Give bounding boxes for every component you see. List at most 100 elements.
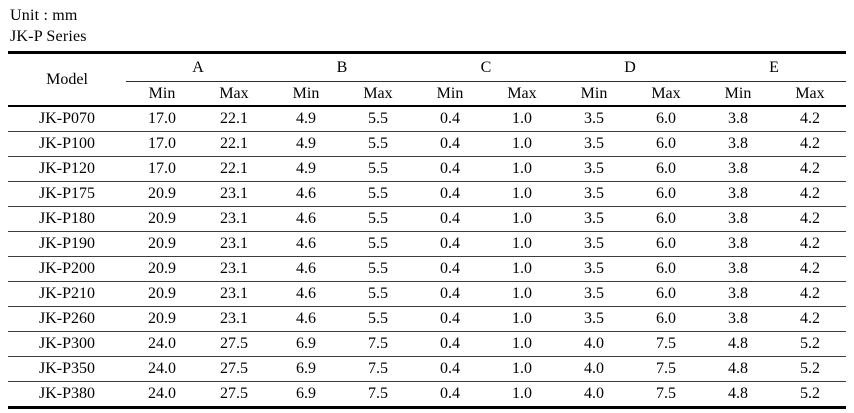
min-header: Min <box>702 81 774 107</box>
value-cell: 7.5 <box>630 356 702 382</box>
table-row: JK-P190 20.9 23.1 4.6 5.5 0.4 1.0 3.5 6.0 3.8 4.2 <box>8 231 846 257</box>
value-cell: 6.0 <box>630 256 702 282</box>
value-cell: 5.5 <box>342 231 414 257</box>
model-cell: JK-P300 <box>8 331 126 357</box>
value-cell: 4.6 <box>270 306 342 332</box>
value-cell: 5.5 <box>342 281 414 307</box>
value-cell: 3.5 <box>558 131 630 157</box>
value-cell: 0.4 <box>414 131 486 157</box>
value-cell: 4.6 <box>270 256 342 282</box>
value-cell: 6.0 <box>630 231 702 257</box>
value-cell: 1.0 <box>486 306 558 332</box>
value-cell: 4.2 <box>774 156 846 182</box>
value-cell: 0.4 <box>414 356 486 382</box>
min-header: Min <box>414 81 486 107</box>
value-cell: 3.5 <box>558 231 630 257</box>
value-cell: 20.9 <box>126 306 198 332</box>
value-cell: 5.5 <box>342 306 414 332</box>
value-cell: 4.2 <box>774 256 846 282</box>
value-cell: 24.0 <box>126 331 198 357</box>
value-cell: 7.5 <box>342 356 414 382</box>
value-cell: 23.1 <box>198 206 270 232</box>
value-cell: 1.0 <box>486 181 558 207</box>
group-header-b: B <box>270 52 414 82</box>
max-header: Max <box>342 81 414 107</box>
value-cell: 6.9 <box>270 356 342 382</box>
model-cell: JK-P180 <box>8 206 126 232</box>
value-cell: 4.2 <box>774 306 846 332</box>
value-cell: 23.1 <box>198 231 270 257</box>
table-header: Model A B C D E Min Max Min Max Min Max … <box>8 52 846 107</box>
model-cell: JK-P380 <box>38 385 95 402</box>
model-cell: JK-P350 <box>8 356 126 382</box>
max-header: Max <box>486 81 558 107</box>
value-cell: 5.5 <box>342 131 414 157</box>
value-cell: 3.8 <box>702 231 774 257</box>
value-cell: 5.2 <box>774 331 846 357</box>
value-cell: 23.1 <box>198 306 270 332</box>
value-cell: 5.2 <box>800 385 820 402</box>
value-cell: 17.0 <box>126 106 198 132</box>
value-cell: 0.4 <box>414 231 486 257</box>
value-cell: 22.1 <box>198 131 270 157</box>
value-cell: 4.8 <box>702 331 774 357</box>
value-cell: 4.6 <box>270 181 342 207</box>
value-cell: 6.0 <box>630 281 702 307</box>
value-cell: 4.9 <box>270 131 342 157</box>
value-cell: 0.4 <box>414 306 486 332</box>
value-cell: 3.5 <box>558 306 630 332</box>
value-cell: 4.2 <box>774 231 846 257</box>
value-cell: 20.9 <box>126 231 198 257</box>
table-row: JK-P200 20.9 23.1 4.6 5.5 0.4 1.0 3.5 6.0 3.8 4.2 <box>8 256 846 282</box>
value-cell: 3.5 <box>558 156 630 182</box>
value-cell: 7.5 <box>656 385 676 402</box>
value-cell: 20.9 <box>126 281 198 307</box>
model-column-header: Model <box>8 52 126 107</box>
value-cell: 20.9 <box>126 181 198 207</box>
value-cell: 6.0 <box>630 131 702 157</box>
unit-label: Unit : mm <box>10 7 78 24</box>
value-cell: 22.1 <box>198 156 270 182</box>
value-cell: 27.5 <box>198 331 270 357</box>
value-cell: 1.0 <box>486 256 558 282</box>
model-cell: JK-P190 <box>8 231 126 257</box>
max-header: Max <box>774 81 846 107</box>
value-cell: 3.8 <box>702 281 774 307</box>
table-row: JK-P120 17.0 22.1 4.9 5.5 0.4 1.0 3.5 6.0 3.8 4.2 <box>8 156 846 182</box>
group-header-row: Model A B C D E <box>8 52 846 107</box>
table-body: JK-P070 17.0 22.1 4.9 5.5 0.4 1.0 3.5 6.0 3.8 4.2 J… <box>8 106 846 408</box>
value-cell: 4.9 <box>270 106 342 132</box>
value-cell: 3.8 <box>702 306 774 332</box>
value-cell: 0.4 <box>414 181 486 207</box>
min-header: Min <box>558 81 630 107</box>
value-cell: 6.9 <box>270 331 342 357</box>
value-cell: 4.9 <box>270 156 342 182</box>
value-cell: 4.2 <box>774 206 846 232</box>
value-cell: 3.5 <box>558 206 630 232</box>
table-row: JK-P100 17.0 22.1 4.9 5.5 0.4 1.0 3.5 6.0 3.8 4.2 <box>8 131 846 157</box>
value-cell: 4.2 <box>774 106 846 132</box>
min-header: Min <box>126 81 198 107</box>
value-cell: 17.0 <box>126 156 198 182</box>
value-cell: 22.1 <box>198 106 270 132</box>
value-cell: 27.5 <box>198 356 270 382</box>
model-cell: JK-P070 <box>8 106 126 132</box>
value-cell: 5.5 <box>342 106 414 132</box>
table-row: JK-P180 20.9 23.1 4.6 5.5 0.4 1.0 3.5 6.0 3.8 4.2 <box>8 206 846 232</box>
value-cell: 0.4 <box>414 206 486 232</box>
value-cell: 1.0 <box>486 281 558 307</box>
value-cell: 20.9 <box>126 206 198 232</box>
value-cell: 4.0 <box>558 356 630 382</box>
value-cell: 5.5 <box>342 206 414 232</box>
dimensions-table: Model A B C D E Min Max Min Max Min Max … <box>8 51 846 409</box>
value-cell: 6.9 <box>296 385 316 402</box>
value-cell: 1.0 <box>486 231 558 257</box>
value-cell: 3.5 <box>558 181 630 207</box>
table-row: JK-P070 17.0 22.1 4.9 5.5 0.4 1.0 3.5 6.0 3.8 4.2 <box>8 106 846 132</box>
value-cell: 4.8 <box>728 385 748 402</box>
value-cell: 24.0 <box>126 356 198 382</box>
model-cell: JK-P120 <box>8 156 126 182</box>
value-cell: 20.9 <box>126 256 198 282</box>
value-cell: 1.0 <box>486 131 558 157</box>
